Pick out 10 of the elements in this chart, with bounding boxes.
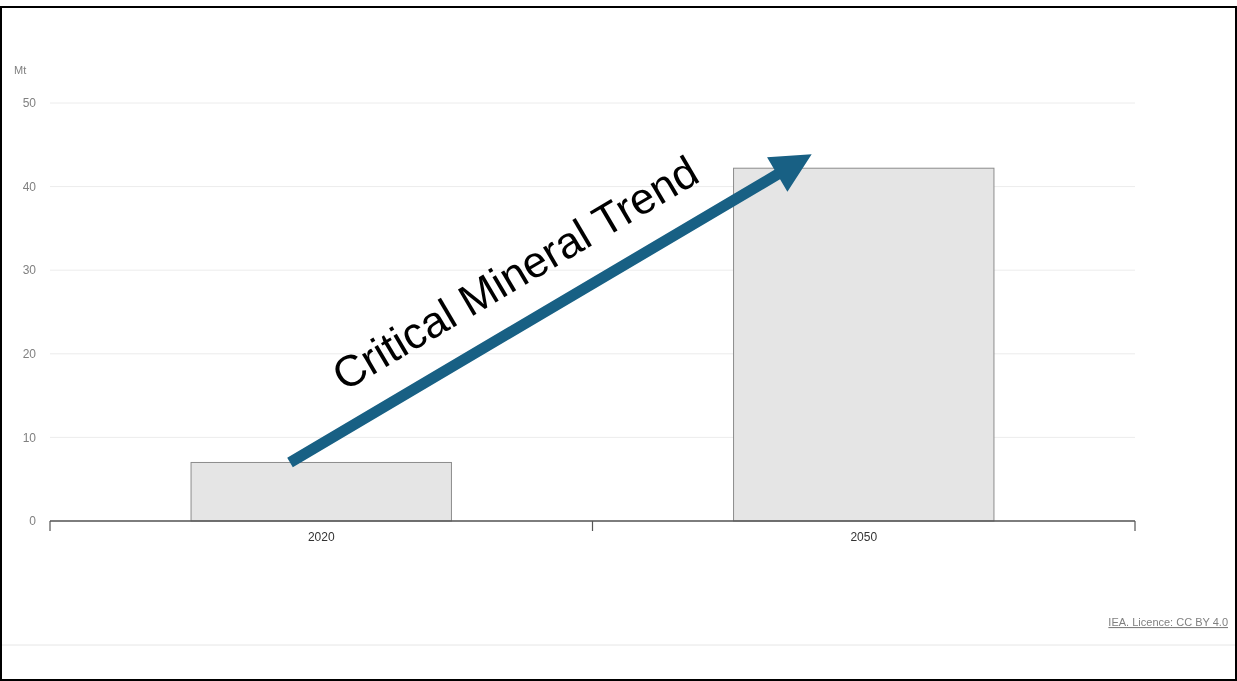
x-tick-label: 2050: [850, 530, 878, 544]
x-tick-label: 2020: [307, 530, 335, 544]
text: IEA. Licence: CC BY 4.0: [1108, 616, 1228, 628]
y-tick-label: 30: [22, 263, 37, 278]
y-tick-label: 50: [22, 96, 37, 111]
y-axis-title: Mt: [14, 64, 27, 76]
y-tick-label: 40: [22, 179, 37, 194]
y-tick-label: 10: [22, 430, 37, 445]
y-tick-label: 0: [29, 514, 37, 529]
y-tick-label: 20: [22, 347, 37, 361]
